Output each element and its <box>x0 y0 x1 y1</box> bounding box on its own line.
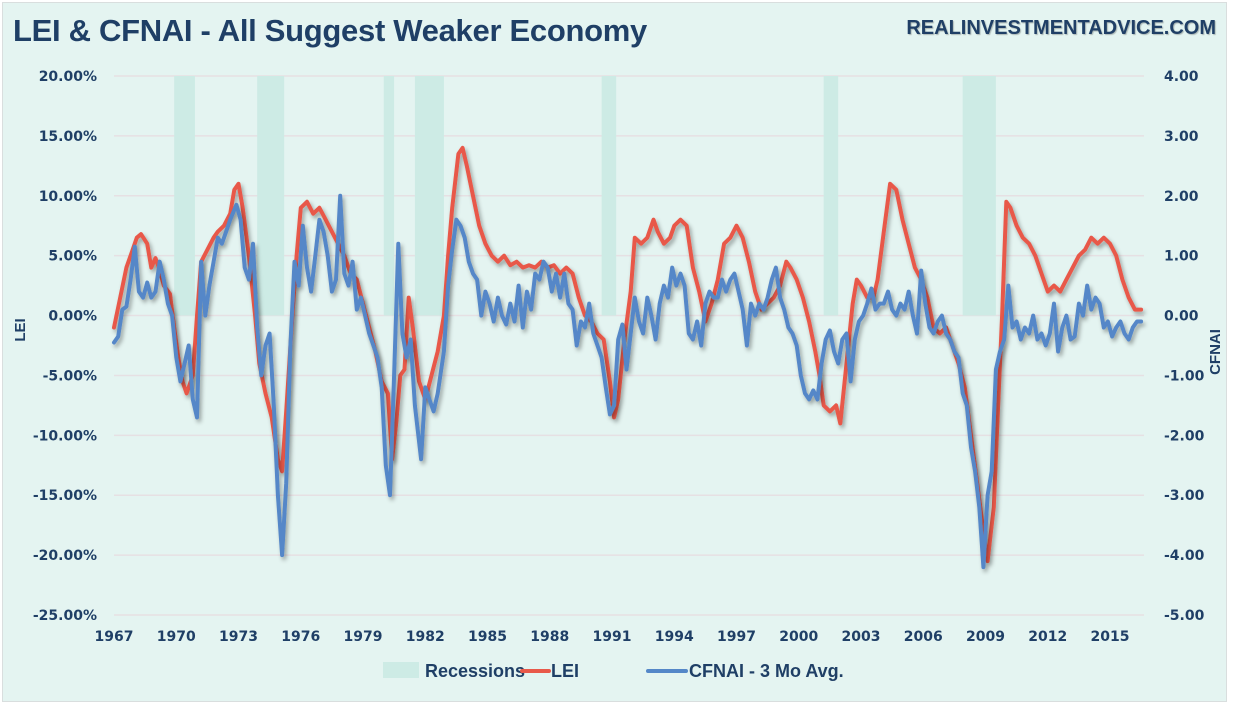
x-tick-label: 1979 <box>344 629 383 645</box>
x-tick-label: 1982 <box>406 629 445 645</box>
y-tick-label: -5.00% <box>43 368 97 384</box>
brand-label: REALINVESTMENTADVICE.COM <box>906 17 1216 39</box>
y2-tick-label: 2.00 <box>1164 189 1199 205</box>
x-tick-label: 2000 <box>779 629 818 645</box>
chart-title: LEI & CFNAI - All Suggest Weaker Economy <box>13 13 647 48</box>
x-tick-label: 1985 <box>468 629 507 645</box>
y2-tick-label: -5.00 <box>1164 608 1205 624</box>
recession-band <box>257 76 285 316</box>
lei-line <box>112 145 1144 564</box>
recession-band <box>414 76 444 316</box>
cfnai-line <box>112 193 1144 570</box>
y2-tick-label: -3.00 <box>1164 488 1205 504</box>
x-tick-label: 1991 <box>593 629 632 645</box>
y2-tick-label: -1.00 <box>1164 368 1205 384</box>
recession-band <box>962 76 996 316</box>
y2-tick-label: -2.00 <box>1164 428 1205 444</box>
y2-tick-label: 4.00 <box>1164 69 1199 85</box>
y2-tick-label: -4.00 <box>1164 548 1205 564</box>
x-tick-label: 2009 <box>966 629 1005 645</box>
y2-tick-label: 1.00 <box>1164 249 1199 265</box>
x-tick-label: 1988 <box>530 629 569 645</box>
legend-label-lei: LEI <box>551 661 579 681</box>
x-tick-label: 1970 <box>157 629 196 645</box>
x-tick-label: 2015 <box>1091 629 1130 645</box>
y2-tick-label: 3.00 <box>1164 129 1199 145</box>
recession-band <box>174 76 195 316</box>
series-lines <box>112 145 1144 570</box>
y-tick-label: 0.00% <box>48 309 97 325</box>
x-tick-label: 1973 <box>219 629 258 645</box>
legend-label-cfnai: CFNAI - 3 Mo Avg. <box>689 661 844 681</box>
y-tick-label: -25.00% <box>33 608 97 624</box>
y-tick-label: -15.00% <box>33 488 97 504</box>
legend: Recessions LEI CFNAI - 3 Mo Avg. <box>383 661 844 681</box>
x-axis: 1967 1970 1973 1976 1979 1982 1985 1988 1991 1994… <box>95 629 1130 645</box>
y-tick-label: 15.00% <box>39 129 97 145</box>
x-tick-label: 2003 <box>842 629 881 645</box>
y2-tick-label: 0.00 <box>1164 309 1199 325</box>
recession-band <box>383 76 395 316</box>
recession-band <box>601 76 617 316</box>
y-axis-title-left: LEI <box>12 318 29 341</box>
legend-swatch-recessions <box>383 662 419 678</box>
y-tick-label: 5.00% <box>48 249 97 265</box>
y-axis-right: 4.00 3.00 2.00 1.00 0.00 -1.00 -2.00 -3.00 -4.00… <box>1164 69 1205 624</box>
x-tick-label: 1997 <box>717 629 756 645</box>
recession-band <box>823 76 839 316</box>
y-axis-left: 20.00% 15.00% 10.00% 5.00% 0.00% -5.00% -10.00… <box>33 69 97 624</box>
x-tick-label: 1976 <box>281 629 320 645</box>
y-tick-label: 10.00% <box>39 189 97 205</box>
x-tick-label: 2012 <box>1028 629 1067 645</box>
legend-label-recessions: Recessions <box>425 661 525 681</box>
recession-bands <box>174 76 996 316</box>
x-tick-label: 1994 <box>655 629 694 645</box>
y-tick-label: 20.00% <box>39 69 97 85</box>
x-tick-label: 1967 <box>95 629 134 645</box>
y-tick-label: -10.00% <box>33 428 97 444</box>
y-axis-title-right: CFNAI <box>1207 329 1224 375</box>
x-tick-label: 2006 <box>904 629 943 645</box>
y-tick-label: -20.00% <box>33 548 97 564</box>
